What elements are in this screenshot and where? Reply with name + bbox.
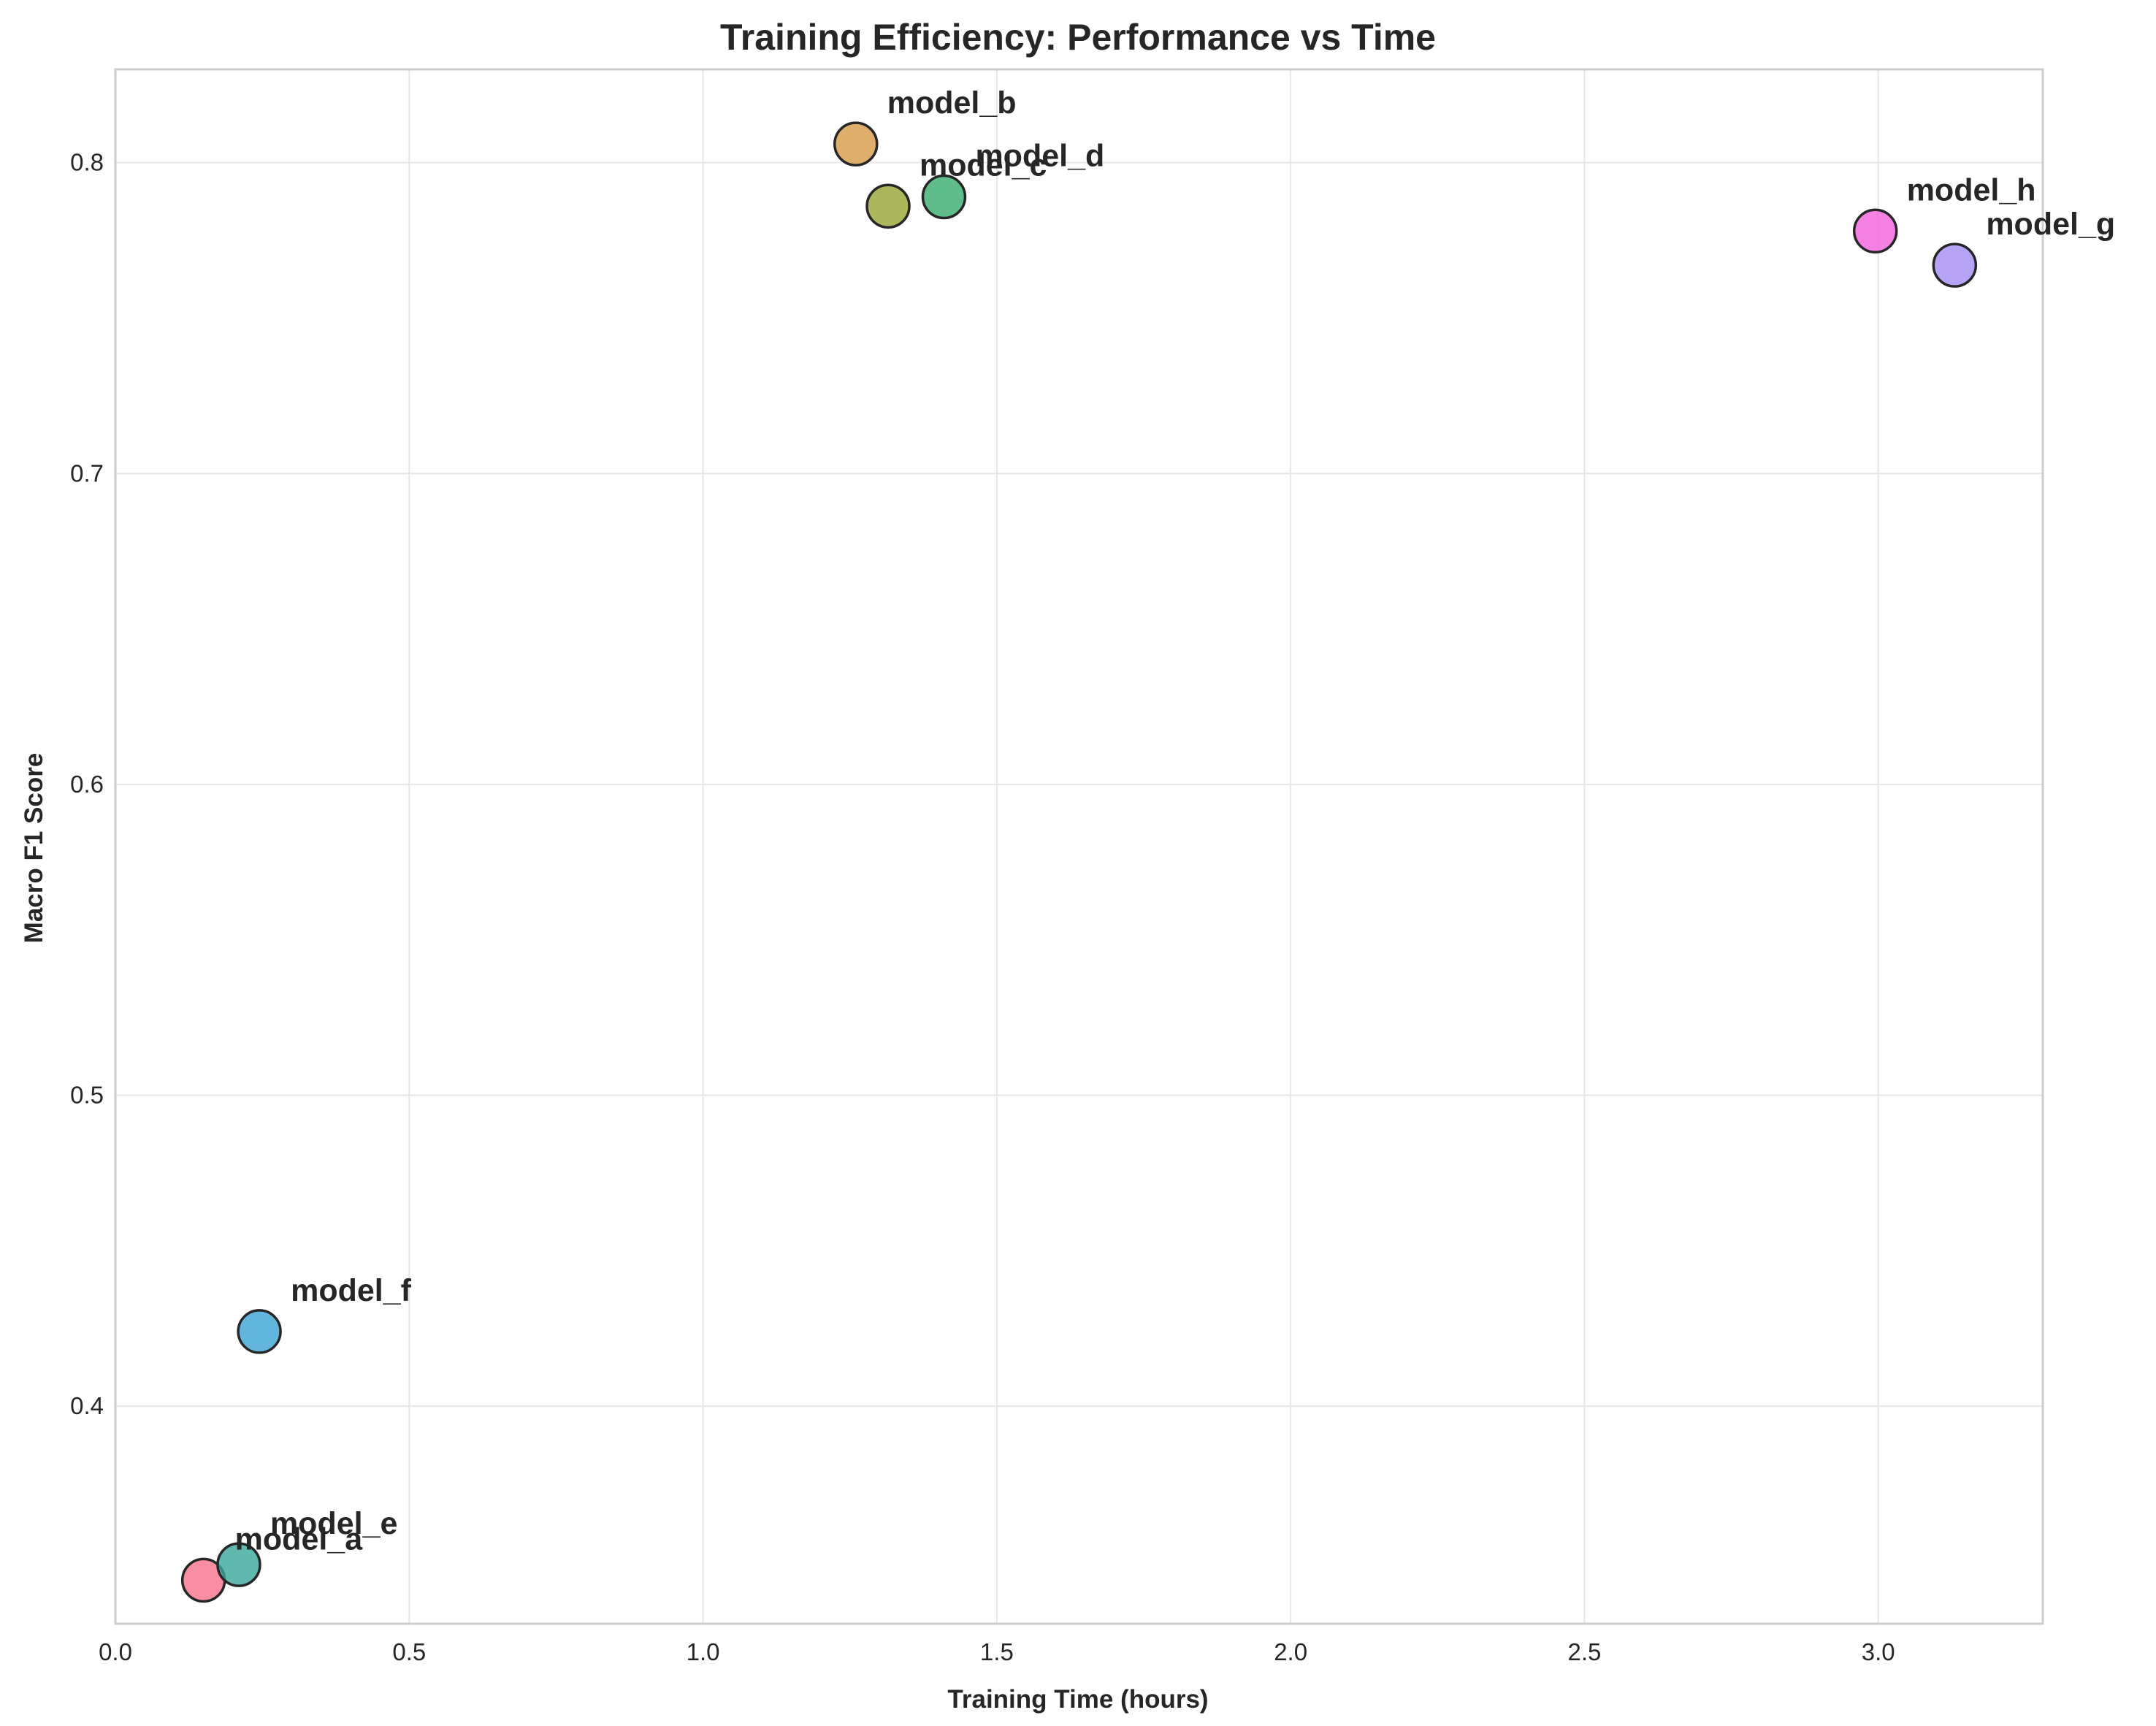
x-tick-label: 1.0	[687, 1638, 720, 1665]
x-axis-label: Training Time (hours)	[947, 1685, 1208, 1714]
y-tick-label: 0.8	[70, 149, 104, 176]
point-model-h	[1852, 208, 1898, 254]
point-model-e	[216, 1542, 261, 1587]
x-tick-label: 0.5	[392, 1638, 426, 1665]
x-tick-label: 2.0	[1274, 1638, 1307, 1665]
point-label-model-g: model_g	[1986, 207, 2115, 242]
point-label-model-e: model_e	[270, 1506, 397, 1541]
data-points	[180, 121, 1978, 1603]
x-axis-ticks: 0.0 0.5 1.0 1.5 2.0 2.5 3.0	[99, 1638, 1895, 1665]
x-tick-label: 0.0	[99, 1638, 132, 1665]
x-tick-label: 3.0	[1862, 1638, 1895, 1665]
plot-area-frame	[114, 68, 2044, 1625]
point-label-model-d: model_d	[975, 138, 1104, 173]
y-tick-label: 0.4	[70, 1392, 104, 1419]
point-label-model-h: model_h	[1907, 172, 2036, 207]
y-tick-label: 0.6	[70, 771, 104, 798]
point-label-model-a: model_a	[235, 1521, 364, 1557]
y-axis-label: Macro F1 Score	[20, 753, 48, 944]
point-model-g	[1932, 243, 1978, 288]
y-axis-ticks: 0.4 0.5 0.6 0.7 0.8	[70, 149, 104, 1419]
x-tick-label: 1.5	[980, 1638, 1014, 1665]
point-model-b	[833, 121, 879, 167]
point-label-model-f: model_f	[291, 1273, 412, 1308]
y-tick-label: 0.7	[70, 459, 104, 486]
point-label-model-c: model_c	[920, 148, 1047, 183]
point-label-model-b: model_b	[887, 85, 1017, 121]
y-tick-label: 0.5	[70, 1081, 104, 1108]
point-model-f	[237, 1309, 282, 1354]
point-model-d	[921, 174, 967, 220]
x-tick-label: 2.5	[1567, 1638, 1601, 1665]
point-model-c	[865, 183, 911, 229]
chart-title: Training Efficiency: Performance vs Time	[720, 17, 1436, 58]
grid	[115, 69, 2043, 1624]
